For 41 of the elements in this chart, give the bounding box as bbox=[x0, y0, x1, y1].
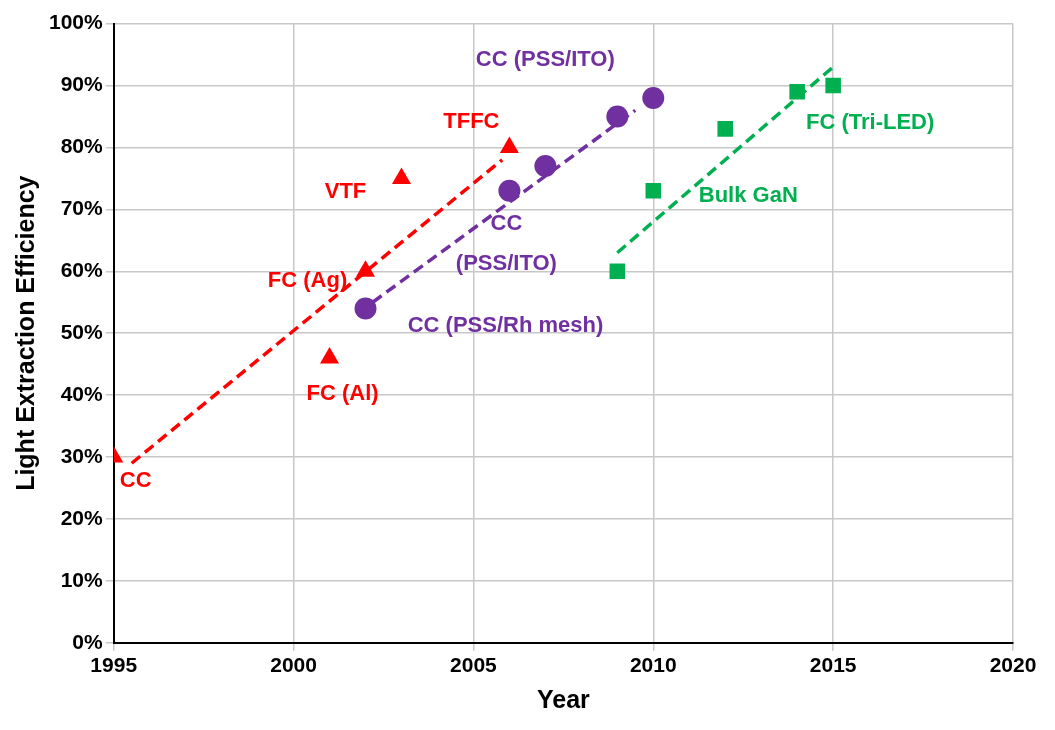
y-tick-label: 90% bbox=[60, 72, 104, 96]
y-tick-label: 20% bbox=[60, 505, 104, 529]
x-tick-label: 1995 bbox=[90, 653, 138, 677]
y-tick-label: 10% bbox=[60, 567, 104, 591]
y-tick-label: 100% bbox=[48, 10, 104, 34]
x-tick-label: 2020 bbox=[989, 653, 1037, 677]
x-tick-label: 2010 bbox=[629, 653, 677, 677]
annotation: CC bbox=[119, 467, 152, 493]
point bbox=[354, 297, 377, 320]
point bbox=[642, 86, 665, 109]
annotation: FC (Al) bbox=[306, 380, 379, 406]
annotation: Bulk GaN bbox=[698, 181, 798, 207]
y-tick-label: 0% bbox=[72, 629, 104, 653]
annotation: CC (PSS/Rh mesh) bbox=[407, 312, 604, 338]
point bbox=[606, 105, 629, 128]
x-axis-title: Year bbox=[536, 684, 591, 713]
x-tick-label: 2015 bbox=[809, 653, 857, 677]
point bbox=[825, 77, 841, 94]
point bbox=[320, 346, 340, 364]
annotation: CC (PSS/ITO) bbox=[475, 45, 615, 71]
y-tick-label: 60% bbox=[60, 258, 104, 282]
x-tick-label: 2000 bbox=[270, 653, 317, 677]
y-tick-label: 50% bbox=[60, 320, 104, 343]
point bbox=[498, 179, 521, 202]
point bbox=[717, 121, 734, 137]
point bbox=[609, 263, 626, 280]
point bbox=[355, 260, 376, 277]
annotation: FC (Tri-LED) bbox=[805, 108, 935, 134]
point bbox=[534, 155, 557, 178]
annotation: FC (Ag) bbox=[267, 267, 348, 293]
annotation: TFFC bbox=[443, 107, 500, 133]
y-tick-label: 40% bbox=[60, 381, 104, 405]
x-tick-label: 2005 bbox=[450, 653, 498, 677]
point bbox=[789, 83, 805, 100]
y-tick-label: 70% bbox=[60, 196, 104, 220]
y-tick-label: 80% bbox=[60, 134, 104, 158]
annotation: CC (PSS/ITO) bbox=[455, 209, 557, 275]
y-axis-title: Light Extraction Efficiency bbox=[10, 175, 39, 491]
y-tick-label: 30% bbox=[60, 443, 104, 467]
annotation: VTF bbox=[324, 178, 367, 204]
point bbox=[645, 183, 662, 199]
